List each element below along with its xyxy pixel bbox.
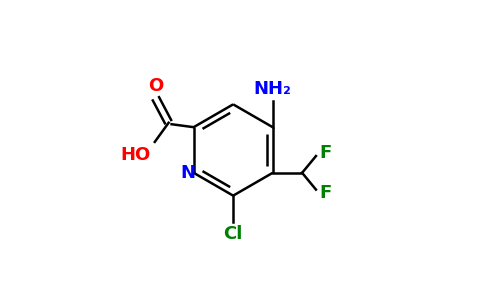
Text: Cl: Cl: [224, 225, 243, 243]
Text: F: F: [320, 144, 332, 162]
Text: F: F: [320, 184, 332, 202]
Text: HO: HO: [121, 146, 151, 164]
Text: NH₂: NH₂: [254, 80, 292, 98]
Text: N: N: [181, 164, 196, 182]
Text: O: O: [148, 77, 163, 95]
